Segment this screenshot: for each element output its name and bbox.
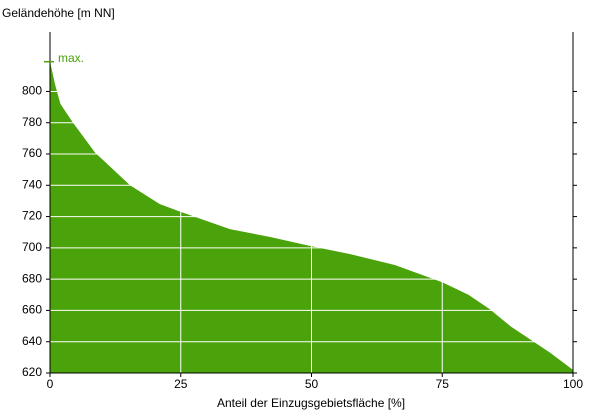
y-tick-label: 660 — [22, 303, 42, 317]
max-annotation: max. — [58, 51, 84, 65]
y-tick-label: 780 — [22, 115, 42, 129]
y-axis-title: Geländehöhe [m NN] — [2, 6, 115, 20]
y-tick-label: 740 — [22, 177, 42, 191]
x-tick-label: 50 — [305, 377, 319, 391]
x-axis-title: Anteil der Einzugsgebietsfläche [%] — [217, 396, 405, 410]
x-tick-label: 100 — [563, 377, 583, 391]
y-tick-label: 680 — [22, 271, 42, 285]
y-tick-label: 800 — [22, 84, 42, 98]
x-tick-label: 25 — [174, 377, 188, 391]
x-tick-label: 75 — [436, 377, 450, 391]
y-tick-label: 620 — [22, 365, 42, 379]
y-tick-label: 720 — [22, 209, 42, 223]
y-tick-label: 700 — [22, 240, 42, 254]
x-tick-label: 0 — [47, 377, 54, 391]
y-tick-label: 640 — [22, 334, 42, 348]
y-tick-label: 760 — [22, 146, 42, 160]
